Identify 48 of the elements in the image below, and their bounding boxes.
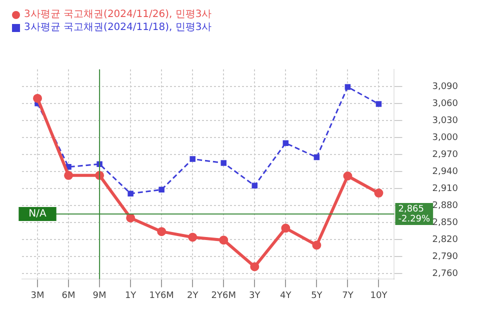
point	[343, 172, 352, 180]
x-tick-label: 4Y	[280, 290, 292, 301]
point	[157, 227, 166, 236]
y-tick-label: 3,030	[432, 116, 458, 126]
point	[281, 224, 290, 233]
point	[344, 84, 351, 90]
y-tick-label: 3,060	[432, 98, 458, 109]
y-tick-label: 2,850	[432, 218, 458, 228]
point	[158, 186, 164, 192]
point	[190, 156, 196, 162]
x-tick-label: 3M	[30, 290, 44, 301]
point	[219, 236, 228, 245]
point	[220, 160, 226, 166]
x-tick-label: 10Y	[370, 290, 388, 301]
point	[128, 190, 134, 196]
x-tick-label: 2Y	[186, 290, 199, 301]
point	[64, 170, 74, 180]
point	[282, 140, 289, 146]
point	[376, 101, 382, 107]
point	[33, 94, 42, 103]
x-tick-label: 3Y	[249, 290, 261, 301]
x-tick-label: 1Y6M	[149, 290, 174, 301]
x-tick-label: 2Y6M	[211, 290, 236, 301]
point	[252, 182, 258, 189]
ref-line-label: 2,865 -2.29%	[398, 204, 431, 224]
annotation: N/A	[28, 208, 47, 220]
x-tick-label: 1Y	[124, 290, 137, 301]
x-tick-label: 6M	[62, 290, 76, 301]
x-tick-label: 9M	[92, 290, 106, 301]
y-tick-label: 2,970	[432, 150, 458, 160]
y-tick-label: 3,090	[432, 82, 458, 92]
y-tick-label: 2,790	[432, 252, 458, 262]
y-tick-label: 3,000	[432, 132, 458, 143]
y-tick-label: 2,880	[432, 200, 458, 211]
point	[66, 164, 72, 170]
point	[188, 232, 198, 242]
y-tick-label: 2,820	[432, 234, 458, 245]
y-tick-label: 2,760	[432, 268, 458, 279]
y-tick-label: 2,910	[432, 184, 458, 194]
point	[250, 262, 260, 272]
point	[374, 188, 384, 198]
point	[314, 154, 320, 160]
x-tick-label: 5Y	[311, 290, 323, 301]
point	[312, 240, 322, 250]
legend-label: 3사평균 국고채권(2024/11/26), 민평3사	[24, 8, 212, 21]
x-tick-label: 7Y	[342, 290, 354, 301]
y-tick-label: 2,940	[432, 166, 458, 177]
legend-label: 3사평균 국고채권(2024/11/18), 민평3사	[24, 21, 212, 34]
